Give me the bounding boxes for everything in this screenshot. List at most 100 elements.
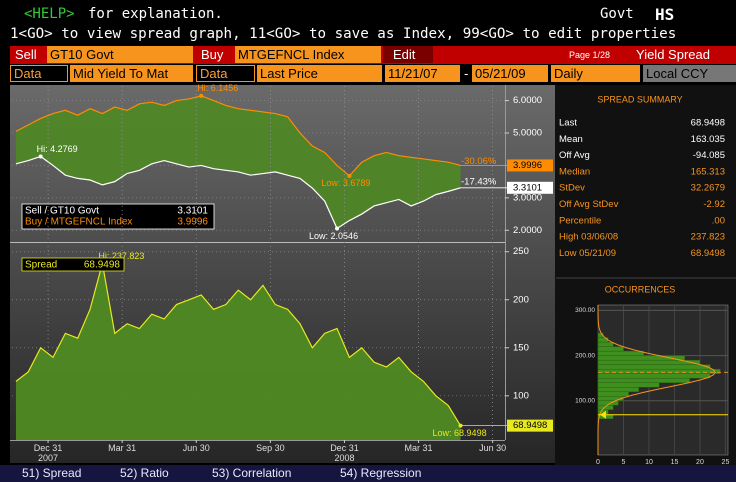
histogram-bar [597,337,609,343]
legend-value: 3.3101 [177,206,208,217]
summary-label: Off Avg [559,150,590,161]
periodicity[interactable]: Daily [551,65,640,82]
summary-value: 237.823 [691,232,725,243]
menu-item: 53) Correlation [212,466,291,480]
normal-curve [597,304,716,455]
menu-item: 52) Ratio [120,466,169,480]
last-value-label: 68.9498 [513,420,547,431]
summary-label: Last [559,118,577,129]
y-tick-label: 300.00 [575,307,595,314]
summary-value: 163.035 [691,134,725,145]
histogram-bar [597,373,711,379]
sell-security[interactable]: GT10 Govt [47,46,193,63]
x-tick-label: Dec 31 2008 [330,443,359,463]
summary-value: -2.92 [703,199,725,210]
y-tick-label: 100 [513,390,529,401]
summary-value: 68.9498 [691,118,725,129]
high-point [199,93,204,98]
x-tick-label: Jun 30 [479,443,507,453]
summary-label: Off Avg StDev [559,199,619,210]
histogram-bar [597,350,645,356]
legend [21,257,125,272]
sell-field[interactable]: Mid Yield To Mat [70,65,193,82]
x-tick-label: 20 [696,459,704,466]
buy-field[interactable]: Last Price [257,65,382,82]
y-tick-label: 250 [513,246,529,257]
x-tick-label: Dec 31 2007 [33,443,63,463]
histogram-bar [597,364,711,370]
help-text: for explanation. [88,6,223,22]
legend-entry: Buy / MTGEFNCL Index [25,217,132,228]
market: Govt [600,6,634,22]
series-line [15,95,461,177]
summary-label: StDev [559,183,585,194]
summary-title: SPREAD SUMMARY [597,94,682,104]
buy-security[interactable]: MTGEFNCL Index [235,46,381,63]
legend-entry: Sell / GT10 Govt [25,206,99,217]
summary-label: High 03/06/08 [559,232,618,243]
buy-data-label: Data [196,65,255,82]
summary-label: Median [559,166,590,177]
last-value-box [507,159,553,172]
sell-label: Sell [15,47,37,62]
y-tick-label: 200.00 [575,352,595,359]
end-date[interactable]: 05/21/09 [472,65,548,82]
y-tick-label: 100.00 [575,398,595,405]
summary-value: .00 [712,215,725,226]
high-label: Hi: 6.1456 [197,83,238,93]
summary-value: -94.085 [693,150,725,161]
histogram-bar [597,368,721,374]
summary-value: 68.9498 [691,248,725,259]
y-tick-label: 2.0000 [513,225,542,236]
histogram-bar [597,341,614,347]
legend [21,203,215,230]
date-separator: - [464,66,469,81]
x-tick-label: 25 [722,459,730,466]
low-point [335,226,340,231]
x-tick-label: Sep 30 [256,443,285,453]
legend-value: 68.9498 [84,260,121,271]
start-date[interactable]: 11/21/07 [385,65,460,82]
currency[interactable]: Local CCY [643,65,736,82]
low-point [347,173,352,178]
y-tick-label: 200 [513,294,529,305]
edit-button[interactable]: Edit [383,46,433,63]
summary-value: 32.2679 [691,183,725,194]
histogram-title: OCCURRENCES [605,284,676,294]
area-fill [15,263,461,440]
low-label: Low: 3.6789 [321,178,370,188]
last-value-label: 3.9996 [513,160,542,171]
change-label: -30.06% [461,156,497,167]
x-tick-label: Mar 31 [108,443,137,453]
help-key[interactable]: <HELP> [24,6,75,22]
series-line [15,155,461,230]
x-tick-label: 10 [645,459,653,466]
histogram-bar [597,396,624,401]
summary-label: Mean [559,134,583,145]
y-tick-label: 150 [513,342,529,353]
x-tick-label: 0 [596,459,600,466]
menu-bar [0,465,736,482]
high-label: Hi: 237.823 [98,251,144,261]
menu-item: 54) Regression [340,466,421,480]
y-tick-label: 3.0000 [513,192,542,203]
spread-fill [15,95,461,229]
histogram-bar [597,377,690,383]
instructions: 1<GO> to view spread graph, 11<GO> to sa… [10,26,677,42]
histogram-bar [597,391,629,397]
histogram-bar [597,387,639,392]
last-value-label: 3.3101 [513,182,542,193]
low-label: Low: 2.0546 [309,231,358,241]
histogram-bar [597,346,624,352]
x-tick-label: 5 [622,459,626,466]
summary-label: Low 05/21/09 [559,248,616,259]
legend-entry: Spread [25,260,57,271]
series-line [15,263,462,426]
buy-label: Buy [201,47,224,62]
x-tick-label: 15 [671,459,679,466]
summary-value: 165.313 [691,166,725,177]
current-marker [600,410,606,419]
page-indicator: Page 1/28 [569,50,611,60]
